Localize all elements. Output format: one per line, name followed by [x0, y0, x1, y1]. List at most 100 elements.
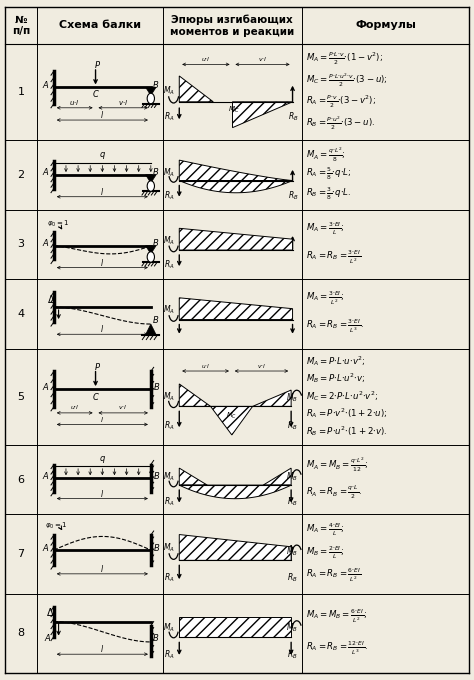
Text: $l$: $l$	[100, 563, 104, 574]
Text: $R_A$: $R_A$	[164, 648, 174, 661]
Text: $v{\cdot}l$: $v{\cdot}l$	[118, 403, 128, 411]
Text: $M_A=P{\cdot}L{\cdot}u{\cdot}v^2;$: $M_A=P{\cdot}L{\cdot}u{\cdot}v^2;$	[306, 354, 365, 368]
Text: $M_A$: $M_A$	[163, 622, 175, 634]
Text: $M_C$: $M_C$	[228, 105, 239, 115]
Polygon shape	[146, 175, 156, 183]
Text: $R_A=\frac{5}{8}{\cdot}q{\cdot}L;$: $R_A=\frac{5}{8}{\cdot}q{\cdot}L;$	[306, 166, 351, 182]
Text: Схема балки: Схема балки	[59, 20, 141, 31]
Text: $\varphi_0=1$: $\varphi_0=1$	[47, 219, 70, 229]
Text: $R_A=R_B=\frac{3{\cdot}EI}{L^2}$: $R_A=R_B=\frac{3{\cdot}EI}{L^2}$	[306, 248, 361, 266]
Polygon shape	[179, 534, 291, 560]
Text: $R_B$: $R_B$	[288, 189, 299, 202]
Text: $M_C=\frac{P{\cdot}L{\cdot}u^2{\cdot}v}{2}{\cdot}(3-u);$: $M_C=\frac{P{\cdot}L{\cdot}u^2{\cdot}v}{…	[306, 71, 388, 89]
Text: $M_A$: $M_A$	[163, 235, 175, 247]
Text: $M_B$: $M_B$	[286, 622, 298, 634]
Text: 2: 2	[18, 170, 25, 180]
Text: $R_B$: $R_B$	[287, 571, 297, 583]
Text: C: C	[92, 90, 99, 99]
Text: $R_B$: $R_B$	[287, 496, 297, 509]
Text: $l$: $l$	[100, 488, 104, 498]
Text: Эпюры изгибающих
моментов и реакции: Эпюры изгибающих моментов и реакции	[170, 14, 294, 37]
Text: $l$: $l$	[100, 415, 104, 424]
Text: $R_A$: $R_A$	[164, 259, 174, 271]
Polygon shape	[145, 324, 156, 335]
Polygon shape	[179, 180, 292, 192]
Text: $R_B$: $R_B$	[287, 419, 297, 432]
Text: $M_C=2{\cdot}P{\cdot}L{\cdot}u^2{\cdot}v^2;$: $M_C=2{\cdot}P{\cdot}L{\cdot}u^2{\cdot}v…	[306, 389, 378, 403]
Circle shape	[147, 181, 155, 191]
Text: $u{\cdot}l$: $u{\cdot}l$	[70, 403, 80, 411]
Text: $q$: $q$	[99, 454, 106, 464]
Polygon shape	[179, 485, 291, 498]
Text: $v{\cdot}l$: $v{\cdot}l$	[118, 98, 128, 107]
Text: $\Delta$: $\Delta$	[47, 293, 56, 305]
Text: B: B	[153, 239, 158, 248]
Polygon shape	[233, 102, 292, 128]
Text: $M_A$: $M_A$	[163, 85, 175, 97]
Text: B: B	[153, 634, 158, 643]
Text: B: B	[153, 169, 158, 177]
Text: №
п/п: № п/п	[12, 15, 30, 36]
Text: $R_A=R_B=\frac{12{\cdot}EI}{L^3}.$: $R_A=R_B=\frac{12{\cdot}EI}{L^3}.$	[306, 639, 368, 656]
Text: $u{\cdot}l$: $u{\cdot}l$	[201, 55, 211, 63]
Text: B: B	[154, 472, 159, 481]
Text: $u{\cdot}l$: $u{\cdot}l$	[69, 98, 80, 107]
Text: $R_B=\frac{3}{8}{\cdot}q{\cdot}L.$: $R_B=\frac{3}{8}{\cdot}q{\cdot}L.$	[306, 186, 351, 202]
Text: $P$: $P$	[94, 361, 101, 372]
Text: 4: 4	[18, 309, 25, 319]
Polygon shape	[179, 617, 291, 637]
Text: $M_A$: $M_A$	[163, 471, 175, 483]
Text: $R_B=\frac{P{\cdot}u^2}{2}{\cdot}(3-u).$: $R_B=\frac{P{\cdot}u^2}{2}{\cdot}(3-u).$	[306, 114, 375, 132]
Text: A: A	[43, 81, 49, 90]
Polygon shape	[253, 390, 291, 407]
Text: $R_A$: $R_A$	[164, 419, 174, 432]
Text: $R_A=R_B=\frac{3{\cdot}EI}{L^3}.$: $R_A=R_B=\frac{3{\cdot}EI}{L^3}.$	[306, 318, 364, 335]
Text: $M_A$: $M_A$	[163, 304, 175, 316]
Polygon shape	[179, 384, 210, 407]
Text: $M_A=M_B=\frac{6{\cdot}EI}{L^2};$: $M_A=M_B=\frac{6{\cdot}EI}{L^2};$	[306, 607, 367, 625]
Polygon shape	[179, 76, 213, 102]
Text: 6: 6	[18, 475, 25, 485]
Text: $R_A$: $R_A$	[164, 111, 174, 123]
Text: 1: 1	[18, 87, 25, 97]
Text: $M_B$: $M_B$	[286, 392, 298, 405]
Text: A: A	[43, 169, 49, 177]
Text: $R_A=\frac{P{\cdot}v}{2}{\cdot}(3-v^2);$: $R_A=\frac{P{\cdot}v}{2}{\cdot}(3-v^2);$	[306, 94, 376, 110]
Text: A: A	[43, 383, 49, 392]
Text: B: B	[153, 81, 158, 90]
Text: $u{\cdot}l$: $u{\cdot}l$	[201, 362, 210, 369]
Text: B: B	[153, 316, 158, 325]
Text: $M_A=\frac{3{\cdot}EI}{L};$: $M_A=\frac{3{\cdot}EI}{L};$	[306, 221, 345, 237]
Text: $R_A$: $R_A$	[164, 571, 174, 583]
Text: $M_A=\frac{q{\cdot}L^2}{8};$: $M_A=\frac{q{\cdot}L^2}{8};$	[306, 145, 346, 164]
Text: $M_A=\frac{4{\cdot}EI}{L};$: $M_A=\frac{4{\cdot}EI}{L};$	[306, 522, 345, 539]
Text: 8: 8	[18, 628, 25, 639]
Text: $M_A=\frac{3{\cdot}EI}{L^2};$: $M_A=\frac{3{\cdot}EI}{L^2};$	[306, 290, 345, 307]
Text: $R_A=P{\cdot}v^2{\cdot}(1+2{\cdot}u);$: $R_A=P{\cdot}v^2{\cdot}(1+2{\cdot}u);$	[306, 407, 387, 420]
Text: $M_B$: $M_B$	[286, 546, 298, 558]
Circle shape	[147, 93, 155, 104]
Text: $M_A=M_B=\frac{q{\cdot}L^2}{12};$: $M_A=M_B=\frac{q{\cdot}L^2}{12};$	[306, 455, 368, 474]
Polygon shape	[210, 407, 253, 435]
Text: $l$: $l$	[100, 256, 104, 268]
Text: $l$: $l$	[100, 186, 104, 197]
Text: $l$: $l$	[100, 323, 104, 335]
Text: $R_A$: $R_A$	[164, 496, 174, 509]
Text: $R_B$: $R_B$	[288, 111, 299, 123]
Text: B: B	[154, 383, 159, 392]
Text: A: A	[43, 543, 49, 553]
Text: $q$: $q$	[99, 150, 106, 161]
Text: $M_B$: $M_B$	[286, 471, 298, 483]
Text: $\Delta$: $\Delta$	[46, 606, 55, 618]
Text: $M_A$: $M_A$	[163, 390, 175, 403]
Text: $R_A$: $R_A$	[164, 189, 174, 202]
Text: $l$: $l$	[100, 643, 104, 654]
Text: $M_A=\frac{P{\cdot}L{\cdot}v}{2}{\cdot}(1-v^2);$: $M_A=\frac{P{\cdot}L{\cdot}v}{2}{\cdot}(…	[306, 51, 383, 67]
Text: $M_C$: $M_C$	[227, 411, 237, 421]
Text: B: B	[154, 543, 159, 553]
Polygon shape	[179, 468, 207, 485]
Text: A: A	[43, 472, 49, 481]
Text: C: C	[92, 393, 99, 402]
Text: $M_B=\frac{2{\cdot}EI}{L};$: $M_B=\frac{2{\cdot}EI}{L};$	[306, 545, 345, 561]
Text: $M_A$: $M_A$	[163, 166, 175, 179]
